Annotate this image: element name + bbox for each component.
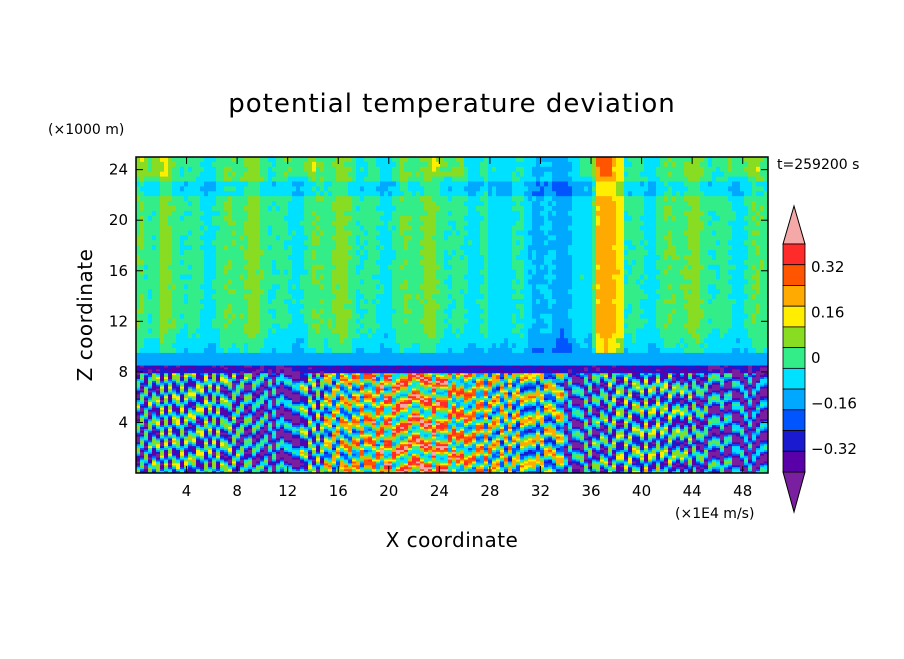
colorbar: 0.32 0.16 0 −0.16 −0.32 xyxy=(783,206,857,512)
x-tick-label: 40 xyxy=(632,482,651,500)
x-tick-label: 28 xyxy=(480,482,499,500)
contour-field xyxy=(136,157,769,474)
colorbar-tick-label: 0.16 xyxy=(811,303,844,321)
colorbar-extend-min xyxy=(783,472,805,512)
y-axis-label: Z coordinate xyxy=(73,249,97,382)
x-tick-label: 44 xyxy=(683,482,702,500)
x-tick-label: 32 xyxy=(531,482,550,500)
x-tick-label: 20 xyxy=(379,482,398,500)
y-tick-label: 4 xyxy=(118,413,128,431)
colorbar-box xyxy=(783,285,805,306)
colorbar-box xyxy=(783,368,805,389)
x-tick-label: 48 xyxy=(733,482,752,500)
x-tick-label: 8 xyxy=(232,482,242,500)
x-tick-label: 4 xyxy=(182,482,192,500)
x-unit-label: (×1E4 m/s) xyxy=(675,506,754,522)
colorbar-extend-max xyxy=(783,206,805,244)
colorbar-box xyxy=(783,431,805,452)
colorbar-box xyxy=(783,327,805,348)
colorbar-box xyxy=(783,306,805,327)
y-tick-label: 20 xyxy=(109,211,128,229)
x-tick-label: 36 xyxy=(581,482,600,500)
colorbar-box xyxy=(783,451,805,472)
time-label: t=259200 s xyxy=(777,157,859,173)
colorbar-box xyxy=(783,410,805,431)
y-tick-label: 12 xyxy=(109,312,128,330)
colorbar-tick-label: −0.32 xyxy=(811,440,857,458)
y-tick-label: 16 xyxy=(109,262,128,280)
colorbar-tick-label: 0 xyxy=(811,349,821,367)
colorbar-box xyxy=(783,265,805,286)
colorbar-box xyxy=(783,244,805,265)
y-tick-label: 24 xyxy=(109,161,128,179)
y-tick-label: 8 xyxy=(118,363,128,381)
x-tick-label: 24 xyxy=(430,482,449,500)
colorbar-box xyxy=(783,348,805,369)
x-tick-label: 12 xyxy=(278,482,297,500)
y-unit-label: (×1000 m) xyxy=(48,122,124,138)
x-tick-label: 16 xyxy=(329,482,348,500)
chart-title: potential temperature deviation xyxy=(228,89,675,119)
x-axis-label: X coordinate xyxy=(386,528,519,552)
colorbar-tick-label: −0.16 xyxy=(811,395,857,413)
colorbar-box xyxy=(783,389,805,410)
colorbar-tick-label: 0.32 xyxy=(811,258,844,276)
